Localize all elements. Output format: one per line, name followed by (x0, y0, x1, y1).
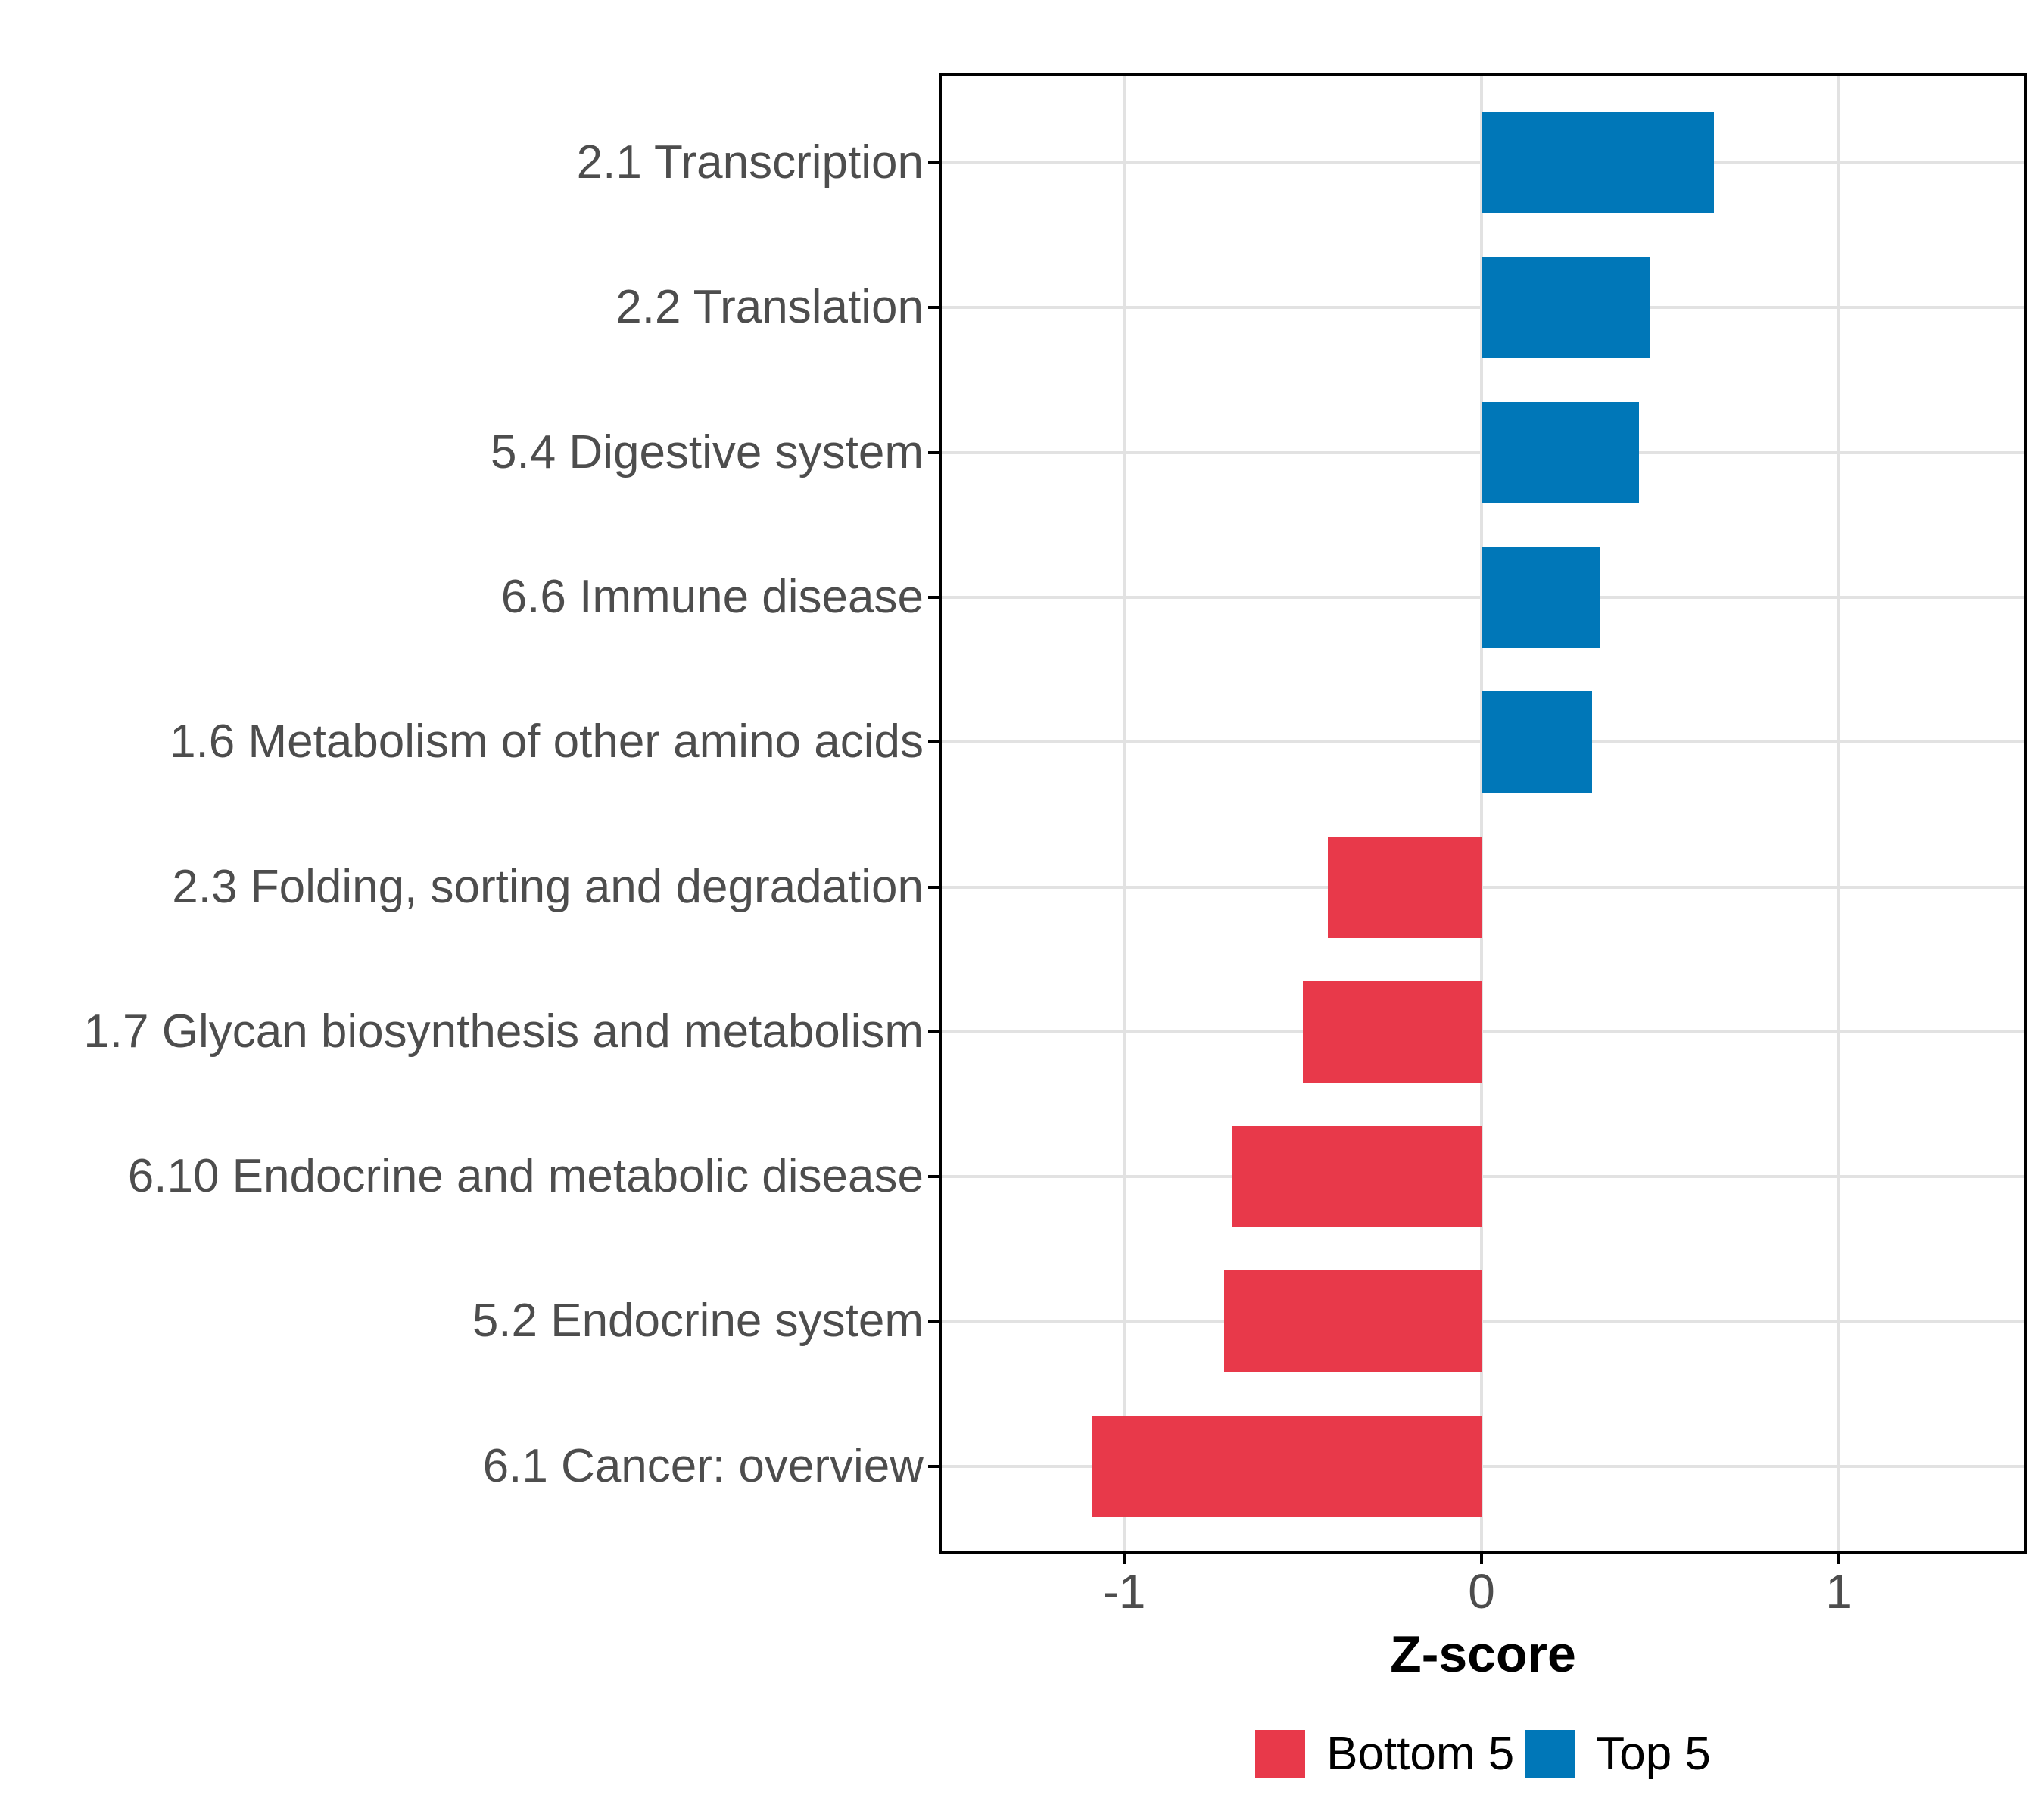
bar-2-3-folding-sorting-and-degradation (1328, 836, 1482, 938)
bar-5-2-endocrine-system (1224, 1270, 1482, 1373)
y-tick-mark (928, 450, 939, 454)
bar-6-6-immune-disease (1482, 546, 1600, 648)
y-tick-mark (928, 885, 939, 889)
bar-6-1-cancer-overview (1092, 1415, 1482, 1517)
x-tick-label: 0 (1468, 1564, 1495, 1619)
y-axis-label: 6.10 Endocrine and metabolic disease (127, 1150, 924, 1203)
bar-6-10-endocrine-and-metabolic-disease (1231, 1126, 1482, 1228)
y-axis-label: 1.7 Glycan biosynthesis and metabolism (83, 1005, 924, 1058)
y-tick-mark (928, 1030, 939, 1033)
legend: Bottom 5 Top 5 (939, 1728, 2027, 1781)
legend-item-bottom-5: Bottom 5 (1255, 1728, 1514, 1781)
y-axis-label: 6.1 Cancer: overview (482, 1439, 924, 1492)
bar-1-7-glycan-biosynthesis-and-metabolism (1303, 980, 1482, 1083)
y-axis-label: 5.4 Digestive system (491, 425, 924, 478)
legend-label: Bottom 5 (1326, 1728, 1515, 1780)
y-axis-label: 2.2 Translation (615, 281, 924, 334)
y-axis-label: 5.2 Endocrine system (472, 1295, 924, 1348)
h-gridline (942, 1175, 2024, 1179)
x-axis-title: Z-score (1390, 1625, 1576, 1683)
y-tick-mark (928, 161, 939, 164)
h-gridline (942, 1030, 2024, 1033)
legend-swatch (1525, 1730, 1575, 1778)
y-tick-mark (928, 1175, 939, 1179)
y-tick-mark (928, 306, 939, 310)
legend-label: Top 5 (1596, 1728, 1711, 1780)
x-tick-mark (1123, 1554, 1126, 1564)
bar-5-4-digestive-system (1482, 401, 1639, 503)
h-gridline (942, 1320, 2024, 1323)
x-tick-mark (1837, 1554, 1840, 1564)
y-tick-mark (928, 1464, 939, 1468)
x-tick-label: -1 (1102, 1564, 1146, 1619)
bar-2-1-transcription (1482, 112, 1714, 213)
v-gridline (1480, 76, 1483, 1551)
y-tick-mark (928, 740, 939, 744)
h-gridline (942, 1464, 2024, 1468)
y-axis-label: 2.1 Transcription (576, 136, 924, 189)
x-tick-mark (1480, 1554, 1483, 1564)
plot-panel (939, 73, 2027, 1554)
legend-swatch (1255, 1730, 1306, 1778)
bar-1-6-metabolism-of-other-amino-acids (1482, 691, 1593, 793)
y-axis-label: 2.3 Folding, sorting and degradation (172, 860, 924, 913)
v-gridline (1837, 76, 1840, 1551)
v-gridline (1123, 76, 1126, 1551)
y-axis-label: 1.6 Metabolism of other amino acids (170, 715, 924, 768)
y-tick-mark (928, 595, 939, 599)
h-gridline (942, 885, 2024, 889)
y-tick-mark (928, 1320, 939, 1323)
bar-2-2-translation (1482, 257, 1650, 359)
y-axis-label: 6.6 Immune disease (500, 570, 924, 623)
legend-item-top-5: Top 5 (1525, 1728, 1711, 1781)
x-tick-label: 1 (1825, 1564, 1852, 1619)
